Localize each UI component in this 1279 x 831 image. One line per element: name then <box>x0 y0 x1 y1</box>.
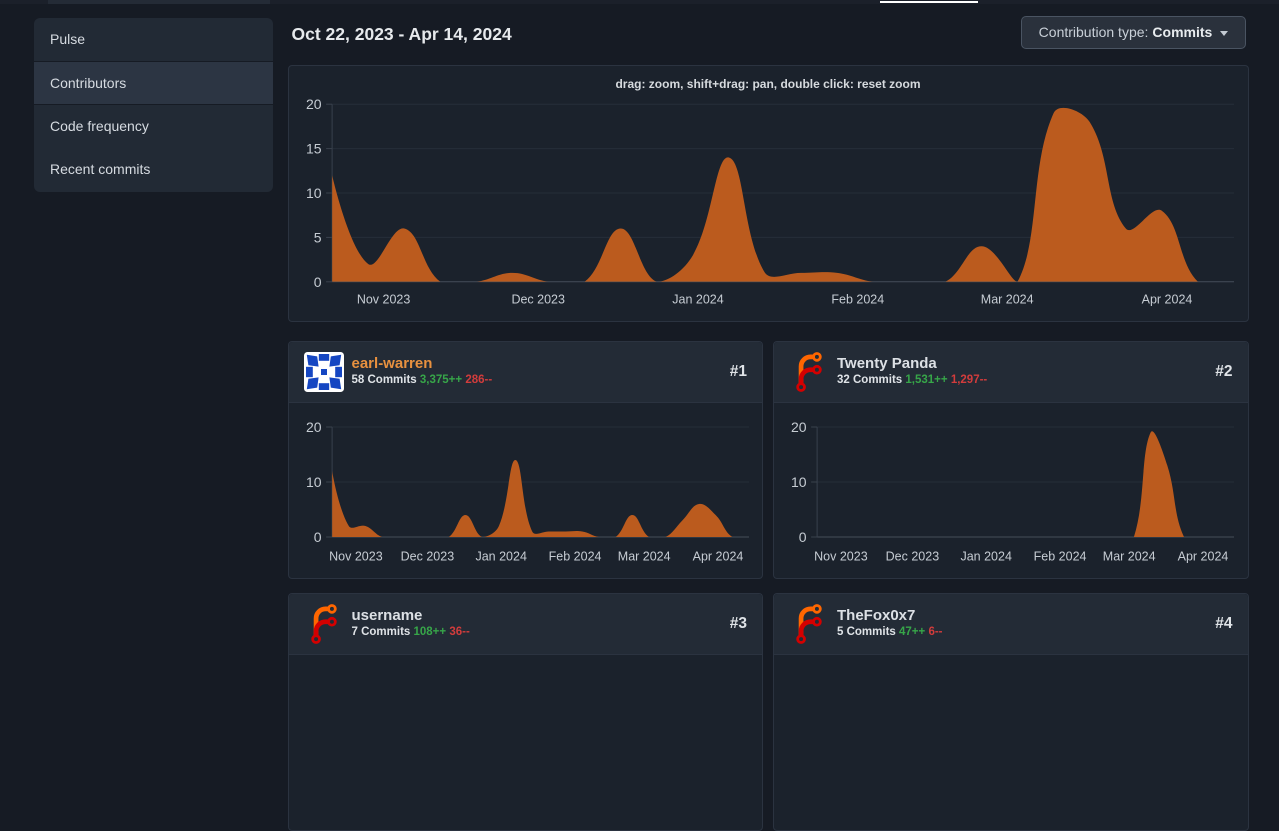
svg-text:Mar 2024: Mar 2024 <box>1103 549 1156 563</box>
svg-text:Nov 2023: Nov 2023 <box>329 549 383 563</box>
svg-text:10: 10 <box>791 474 807 490</box>
svg-text:Nov 2023: Nov 2023 <box>356 292 410 306</box>
svg-text:0: 0 <box>313 529 321 545</box>
svg-text:Jan 2024: Jan 2024 <box>475 549 526 563</box>
svg-text:Feb 2024: Feb 2024 <box>1034 549 1087 563</box>
svg-text:20: 20 <box>791 419 807 435</box>
svg-text:Feb 2024: Feb 2024 <box>831 292 884 306</box>
svg-text:5: 5 <box>313 229 321 245</box>
svg-text:10: 10 <box>306 474 322 490</box>
svg-text:Dec 2023: Dec 2023 <box>400 549 454 563</box>
svg-text:Dec 2023: Dec 2023 <box>511 292 565 306</box>
svg-text:Feb 2024: Feb 2024 <box>548 549 601 563</box>
svg-text:15: 15 <box>306 140 322 156</box>
svg-text:20: 20 <box>306 419 322 435</box>
svg-text:Apr 2024: Apr 2024 <box>692 549 743 563</box>
svg-text:Apr 2024: Apr 2024 <box>1141 292 1192 306</box>
svg-text:Apr 2024: Apr 2024 <box>1178 549 1229 563</box>
svg-text:Jan 2024: Jan 2024 <box>672 292 723 306</box>
svg-text:20: 20 <box>306 96 322 112</box>
svg-text:Mar 2024: Mar 2024 <box>980 292 1033 306</box>
svg-text:10: 10 <box>306 185 322 201</box>
svg-text:Mar 2024: Mar 2024 <box>617 549 670 563</box>
svg-text:Nov 2023: Nov 2023 <box>814 549 868 563</box>
svg-text:Dec 2023: Dec 2023 <box>886 549 940 563</box>
svg-text:0: 0 <box>799 529 807 545</box>
svg-text:Jan 2024: Jan 2024 <box>960 549 1011 563</box>
svg-text:0: 0 <box>313 273 321 289</box>
